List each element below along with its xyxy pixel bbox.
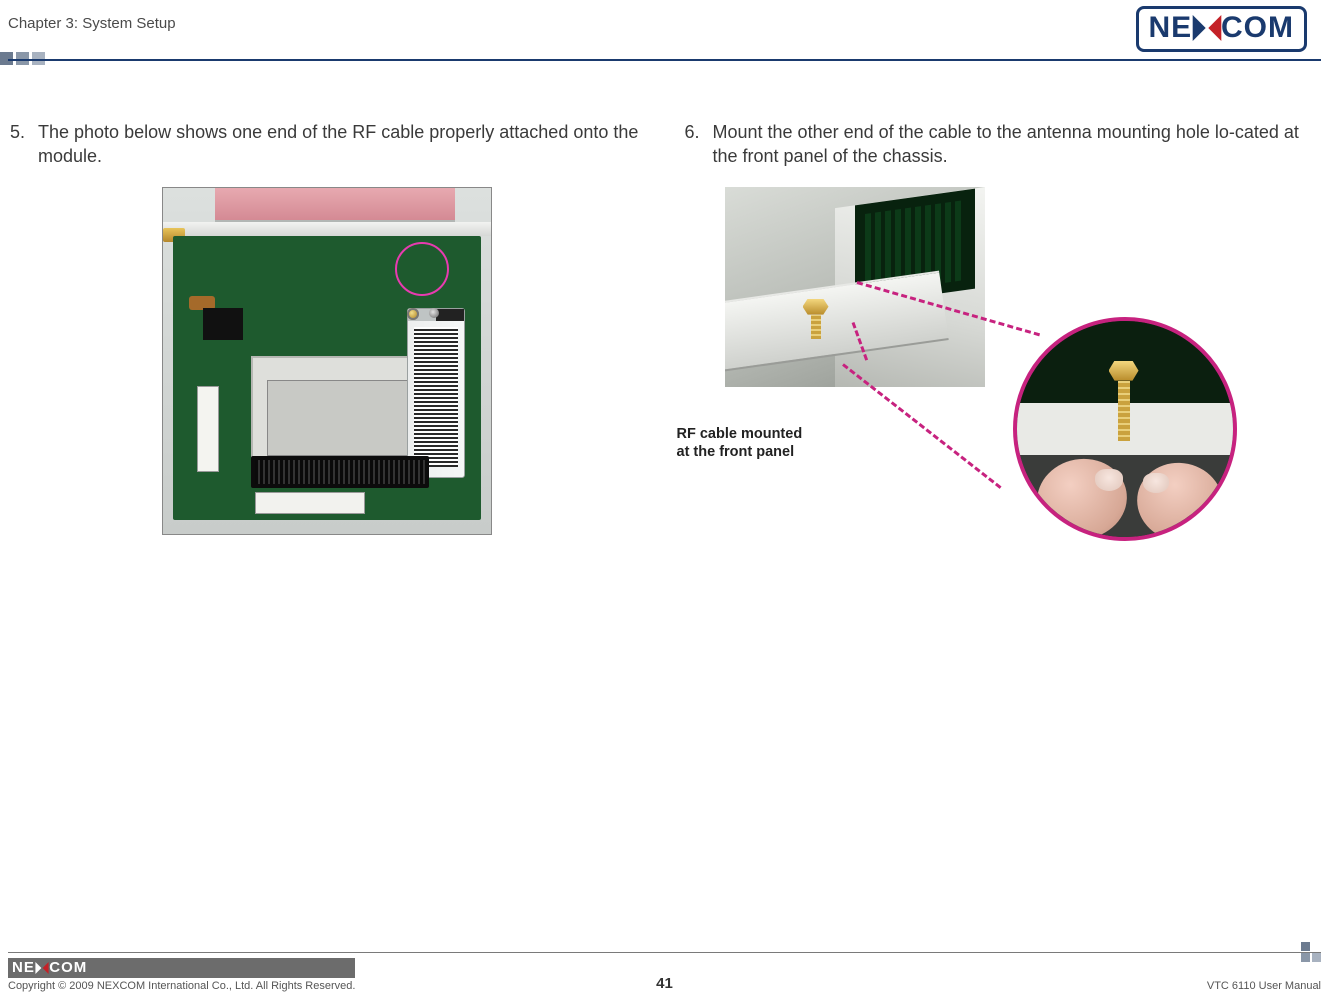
- step-6: 6. Mount the other end of the cable to t…: [685, 120, 1320, 169]
- sma-connector-zoom-icon: [1109, 361, 1139, 441]
- manual-title: VTC 6110 User Manual: [1207, 980, 1321, 992]
- photo-module-rf-cable: [162, 187, 492, 535]
- footer-squares-icon: [1301, 942, 1321, 962]
- callout-line1: RF cable mounted: [677, 425, 847, 443]
- page-number: 41: [656, 975, 673, 992]
- fingernail-icon: [1143, 473, 1169, 493]
- step-5: 5. The photo below shows one end of the …: [10, 120, 645, 169]
- nexcom-logo-top: NE COM: [1136, 6, 1308, 52]
- content-area: 5. The photo below shows one end of the …: [0, 120, 1329, 567]
- figure-front-panel-mount: RF cable mounted at the front panel: [725, 187, 1245, 567]
- step-6-number: 6.: [685, 120, 713, 169]
- logo-x-icon: [1192, 13, 1222, 43]
- step-5-number: 5.: [10, 120, 38, 169]
- chapter-title: Chapter 3: System Setup: [8, 15, 176, 32]
- logo-pre: NE: [1149, 11, 1193, 45]
- left-column: 5. The photo below shows one end of the …: [10, 120, 665, 567]
- sma-connector-icon: [803, 299, 829, 339]
- photo-front-panel: [725, 187, 985, 387]
- step-6-text: Mount the other end of the cable to the …: [713, 120, 1320, 169]
- logo-post: COM: [1221, 11, 1294, 45]
- step-5-text: The photo below shows one end of the RF …: [38, 120, 645, 169]
- zoom-detail-circle: [1013, 317, 1237, 541]
- header-rule: [8, 59, 1321, 61]
- fingernail-icon: [1095, 469, 1123, 491]
- copyright-text: Copyright © 2009 NEXCOM International Co…: [8, 980, 355, 992]
- right-column: 6. Mount the other end of the cable to t…: [665, 120, 1320, 567]
- logo-x-icon: [35, 960, 50, 975]
- highlight-circle-icon: [395, 242, 449, 296]
- callout-line2: at the front panel: [677, 443, 847, 461]
- callout-rf-cable-mounted: RF cable mounted at the front panel: [677, 425, 847, 461]
- nexcom-logo-footer: NE COM: [8, 958, 355, 978]
- page-footer: NE COM Copyright © 2009 NEXCOM Internati…: [8, 952, 1321, 992]
